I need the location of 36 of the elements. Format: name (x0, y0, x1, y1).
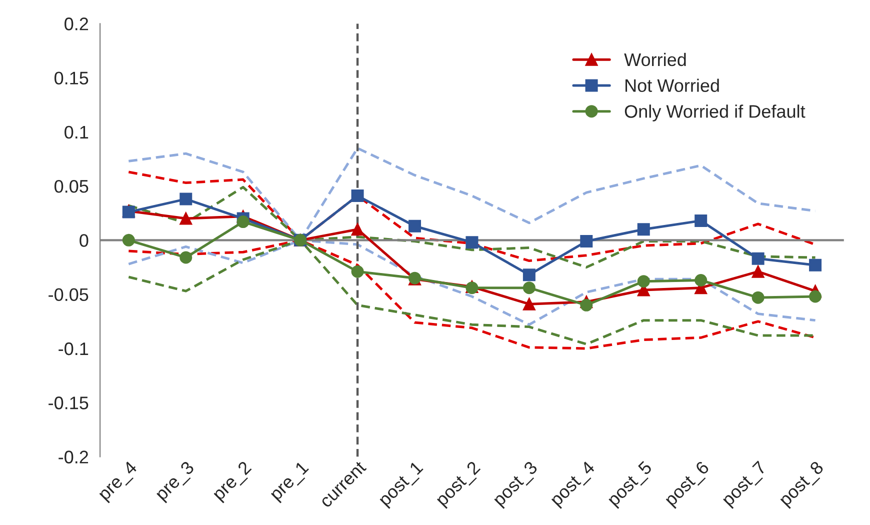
point (351, 223, 364, 236)
point (694, 214, 708, 227)
y-tick-label: -0.2 (58, 450, 88, 464)
y-tick-label: 0.1 (64, 126, 88, 139)
point (522, 298, 536, 310)
legend-label: Worried (624, 52, 686, 66)
point (180, 192, 192, 206)
y-tick-label: 0.2 (64, 18, 88, 30)
point (180, 212, 192, 225)
y-tick-label: -0.1 (58, 342, 88, 356)
point (580, 298, 593, 312)
point (180, 251, 192, 264)
point (637, 275, 650, 288)
point (809, 258, 822, 272)
legend-label: Not Worried (626, 78, 719, 92)
point (694, 274, 708, 286)
point (122, 234, 135, 246)
y-tick-label: -0.05 (48, 288, 88, 302)
point (752, 291, 764, 304)
point (752, 265, 764, 278)
y-tick-label: 0.05 (54, 180, 88, 193)
point (522, 282, 536, 294)
y-tick-label: 0 (80, 234, 88, 247)
y-tick-label: 0.15 (54, 72, 88, 84)
point (466, 236, 478, 249)
point (752, 252, 764, 265)
point (408, 220, 422, 232)
point (637, 223, 650, 236)
point (236, 216, 250, 228)
point (351, 265, 364, 278)
point (809, 290, 822, 303)
point (522, 268, 536, 282)
point (580, 235, 593, 248)
y-tick-label: -0.15 (48, 396, 88, 410)
legend-label: Only Worried if Default (624, 104, 806, 122)
point (351, 190, 364, 202)
